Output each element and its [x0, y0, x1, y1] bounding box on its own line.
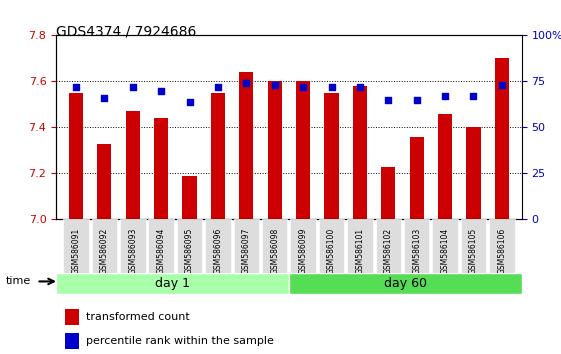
FancyBboxPatch shape: [233, 219, 259, 273]
FancyBboxPatch shape: [63, 219, 89, 273]
FancyBboxPatch shape: [404, 219, 430, 273]
Bar: [268, 81, 282, 219]
Point: [128, 84, 137, 90]
Text: GSM586104: GSM586104: [440, 227, 449, 274]
FancyBboxPatch shape: [319, 219, 344, 273]
Bar: [97, 144, 112, 219]
Bar: [66, 309, 80, 325]
FancyBboxPatch shape: [205, 219, 231, 273]
Bar: [126, 112, 140, 219]
Text: GSM586106: GSM586106: [498, 227, 507, 274]
Text: GSM586099: GSM586099: [298, 227, 307, 274]
Point: [384, 97, 393, 103]
Text: GSM586101: GSM586101: [356, 227, 365, 274]
Bar: [381, 167, 396, 219]
Point: [469, 93, 478, 99]
FancyBboxPatch shape: [289, 273, 522, 294]
Bar: [69, 93, 83, 219]
FancyBboxPatch shape: [347, 219, 373, 273]
Point: [270, 82, 279, 88]
FancyBboxPatch shape: [489, 219, 514, 273]
Bar: [154, 118, 168, 219]
Point: [213, 84, 222, 90]
Point: [185, 99, 194, 104]
FancyBboxPatch shape: [177, 219, 203, 273]
Text: GSM586091: GSM586091: [71, 227, 80, 274]
Bar: [239, 72, 254, 219]
Text: time: time: [6, 276, 31, 286]
Text: GSM586096: GSM586096: [213, 227, 222, 274]
Text: GSM586102: GSM586102: [384, 227, 393, 274]
Text: GSM586095: GSM586095: [185, 227, 194, 274]
Text: GSM586094: GSM586094: [157, 227, 165, 274]
Text: GDS4374 / 7924686: GDS4374 / 7924686: [56, 25, 196, 39]
Bar: [438, 114, 452, 219]
Text: day 60: day 60: [384, 277, 427, 290]
FancyBboxPatch shape: [56, 273, 289, 294]
Point: [412, 97, 421, 103]
Bar: [296, 81, 310, 219]
Bar: [182, 176, 197, 219]
Point: [157, 88, 165, 93]
Text: transformed count: transformed count: [86, 312, 190, 322]
Text: day 1: day 1: [155, 277, 190, 290]
Bar: [466, 127, 481, 219]
Text: GSM586100: GSM586100: [327, 227, 336, 274]
Point: [242, 80, 251, 86]
Bar: [211, 93, 225, 219]
Text: GSM586105: GSM586105: [469, 227, 478, 274]
Text: percentile rank within the sample: percentile rank within the sample: [86, 336, 274, 346]
Text: GSM586098: GSM586098: [270, 227, 279, 274]
Point: [356, 84, 365, 90]
Text: GSM586092: GSM586092: [100, 227, 109, 274]
FancyBboxPatch shape: [433, 219, 458, 273]
Point: [327, 84, 336, 90]
FancyBboxPatch shape: [148, 219, 174, 273]
FancyBboxPatch shape: [375, 219, 401, 273]
Point: [100, 95, 109, 101]
Point: [498, 82, 507, 88]
FancyBboxPatch shape: [291, 219, 316, 273]
Bar: [66, 333, 80, 349]
FancyBboxPatch shape: [91, 219, 117, 273]
Point: [298, 84, 307, 90]
Point: [440, 93, 449, 99]
FancyBboxPatch shape: [120, 219, 145, 273]
Bar: [495, 58, 509, 219]
Bar: [410, 137, 424, 219]
FancyBboxPatch shape: [461, 219, 486, 273]
Text: GSM586097: GSM586097: [242, 227, 251, 274]
Bar: [324, 93, 339, 219]
Text: GSM586093: GSM586093: [128, 227, 137, 274]
FancyBboxPatch shape: [262, 219, 287, 273]
Bar: [353, 86, 367, 219]
Point: [71, 84, 80, 90]
Text: GSM586103: GSM586103: [412, 227, 421, 274]
